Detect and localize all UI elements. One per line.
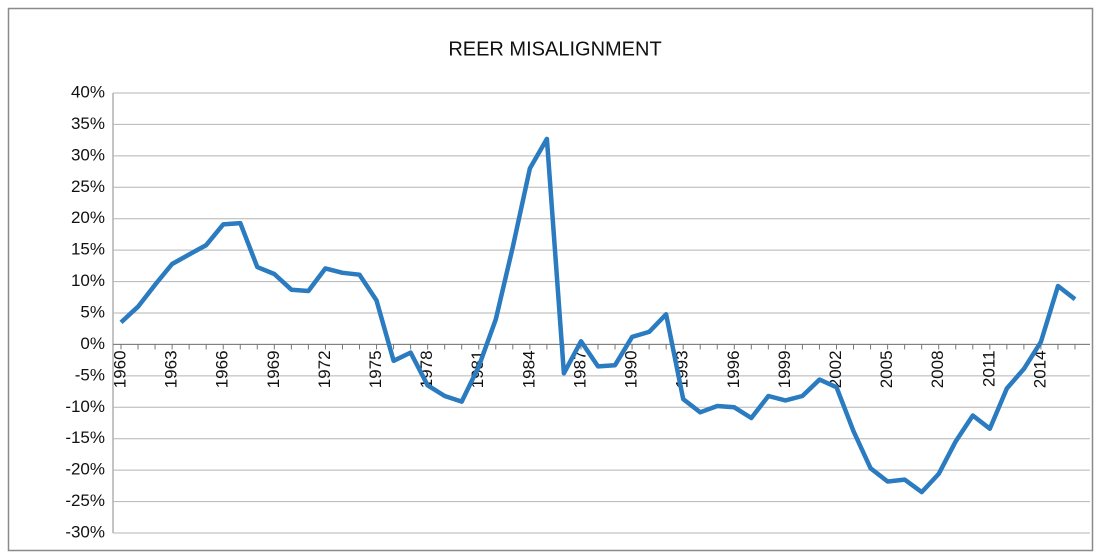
chart-frame xyxy=(7,7,1094,552)
y-tick-label: -10% xyxy=(65,397,105,416)
y-tick-label: 20% xyxy=(71,208,105,227)
x-tick-label: 1972 xyxy=(315,350,334,388)
x-tick-label: 1969 xyxy=(264,350,283,388)
y-tick-label: 0% xyxy=(80,334,105,353)
x-tick-label: 1960 xyxy=(110,350,129,388)
x-tick-label: 1990 xyxy=(622,350,641,388)
x-tick-label: 1984 xyxy=(519,350,538,388)
data-line xyxy=(119,136,1077,495)
y-tick-label: 40% xyxy=(71,82,105,101)
x-tick-label: 2002 xyxy=(826,350,845,388)
x-tick-label: 1996 xyxy=(724,350,743,388)
y-tick-label: 5% xyxy=(80,302,105,321)
y-tick-label: -20% xyxy=(65,460,105,479)
x-tick-label: 1975 xyxy=(366,350,385,388)
y-tick-label: -25% xyxy=(65,491,105,510)
x-tick-label: 2005 xyxy=(877,350,896,388)
x-tick-label: 2014 xyxy=(1030,350,1049,388)
y-tick-label: 30% xyxy=(71,145,105,164)
x-tick-label: 1999 xyxy=(775,350,794,388)
x-tick-label: 1987 xyxy=(570,350,589,388)
x-tick-label: 1963 xyxy=(162,350,181,388)
x-tick-label: 1966 xyxy=(213,350,232,388)
y-tick-label: 10% xyxy=(71,271,105,290)
chart-title: REER MISALIGNMENT xyxy=(448,38,661,60)
y-tick-label: 35% xyxy=(71,114,105,133)
y-tick-label: -30% xyxy=(65,522,105,541)
y-tick-label: 15% xyxy=(71,240,105,259)
y-tick-label: -15% xyxy=(65,428,105,447)
y-tick-label: -5% xyxy=(75,365,105,384)
x-tick-label: 2008 xyxy=(928,350,947,388)
y-tick-label: 25% xyxy=(71,177,105,196)
x-tick-label: 2011 xyxy=(979,350,998,387)
